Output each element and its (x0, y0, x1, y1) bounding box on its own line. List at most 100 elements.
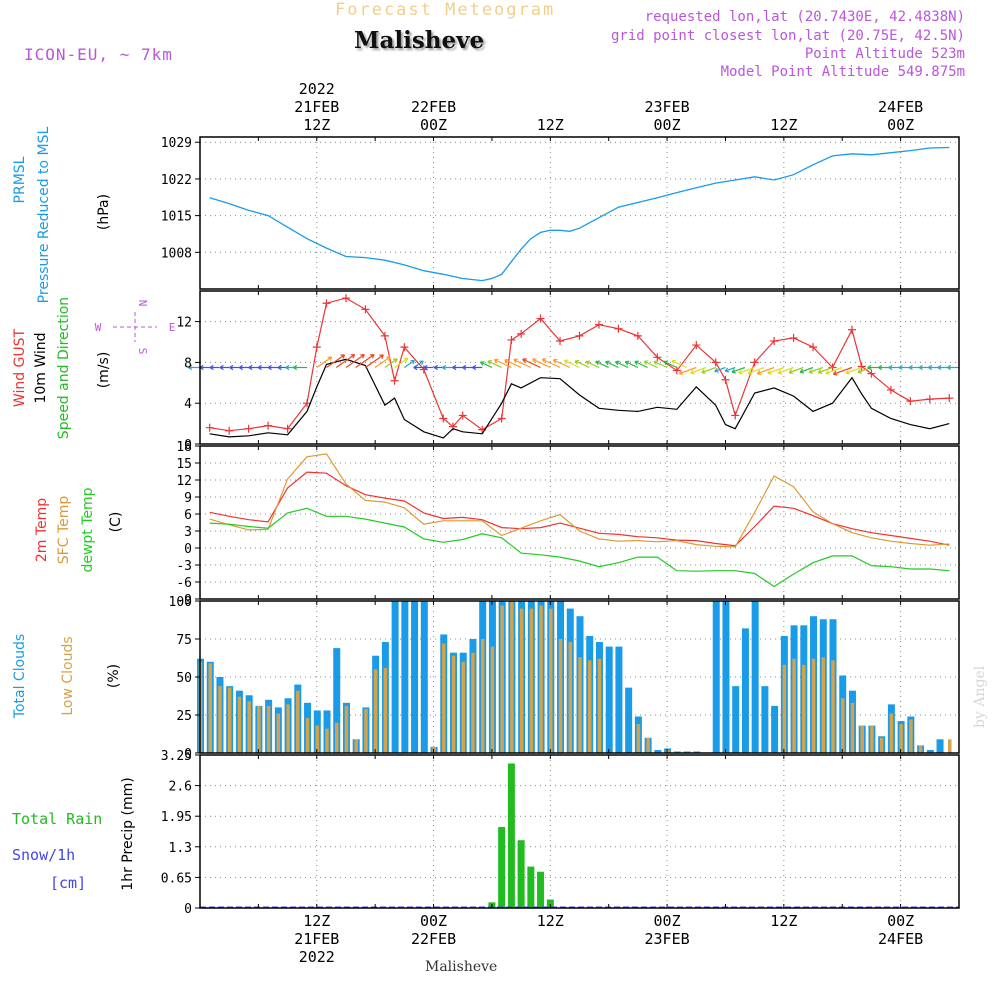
wind-dir-arrow (714, 366, 726, 372)
low-cloud-bar (500, 605, 504, 753)
low-cloud-bar (286, 704, 290, 753)
gust-point (439, 414, 448, 423)
gust-point (244, 424, 253, 433)
location-title: Malisheve (354, 27, 485, 54)
ytick-label-clouds: 50 (176, 671, 192, 686)
wind-dir-arrowhead (595, 360, 600, 366)
time-label-bottom: 12Z (770, 912, 797, 930)
low-cloud-bar (305, 718, 310, 753)
gust-point (225, 426, 234, 435)
wind-dir-arrow (374, 356, 391, 368)
total-cloud-bar (625, 687, 633, 753)
gust-point (458, 411, 467, 420)
gust-point (497, 414, 506, 423)
time-label-bottom: 00Z (654, 912, 681, 930)
total-cloud-bar (741, 628, 749, 753)
wind-dir-arrowhead (908, 364, 913, 371)
low-cloud-bar (539, 605, 543, 753)
ytick-label-temperature: 18 (176, 440, 192, 455)
rain-bar (527, 866, 535, 908)
low-cloud-bar (597, 658, 602, 753)
wind-dir-arrowhead (433, 364, 438, 371)
low-cloud-bar (266, 705, 271, 753)
wind-dir-arrowhead (350, 354, 356, 359)
point-altitude: Point Altitude 523m (804, 46, 965, 62)
rain-bar (507, 763, 515, 908)
low-cloud-bar (568, 642, 573, 753)
watermark: by Angel (972, 665, 988, 728)
gust-point (721, 375, 730, 384)
total-cloud-bar (936, 739, 944, 753)
gust-point (536, 314, 545, 323)
ytick-label-clouds: 0 (184, 747, 192, 762)
snow-label: Snow/1h (12, 846, 75, 864)
gust-point (341, 294, 350, 303)
wind-dir-arrowhead (563, 359, 569, 365)
wind-dir-arrowhead (832, 370, 838, 376)
wind-dir-arrowhead (360, 354, 365, 359)
wind-dir-arrow (326, 354, 345, 368)
ytick-label-temperature: -6 (176, 576, 192, 591)
wind-dir-arrowhead (327, 356, 333, 362)
low-cloud-bar (587, 660, 592, 753)
gust-point (653, 353, 662, 362)
wind-dir-arrowhead (918, 364, 923, 371)
low-cloud-bar (383, 667, 388, 753)
product-title: Forecast Meteogram (335, 0, 556, 20)
dewpt-label: dewpt Temp (80, 487, 96, 572)
time-label-top: 24FEB (878, 98, 923, 116)
pressure-label-1: PRMSL (12, 156, 28, 203)
wind-dir-arrowhead (238, 364, 243, 371)
grid-point-coords: grid point closest lon,lat (20.75E, 42.5… (610, 28, 965, 44)
low-cloud-bar (636, 724, 641, 753)
low-cloud-bar (257, 705, 261, 753)
gust-point (789, 333, 798, 342)
time-label-top: 00Z (887, 116, 914, 134)
marks-layer (113, 146, 959, 908)
gust-point (867, 369, 876, 378)
wind-dir-arrowhead (413, 364, 418, 371)
time-label-bottom: 23FEB (644, 930, 689, 948)
gust-point (770, 336, 779, 345)
wind-dir-arrowhead (756, 370, 762, 375)
wind-dir-arrowhead (724, 367, 730, 373)
gust-point (847, 325, 856, 334)
ytick-label-wind: 0 (184, 438, 192, 453)
low-cloud-bar (860, 725, 864, 753)
wind-dir-arrowhead (480, 361, 485, 366)
wind-dir-arrow (494, 359, 512, 369)
wind-dir-arrowhead (678, 370, 684, 376)
wind-dir-arrow (504, 359, 522, 369)
wind-dir-arrow (679, 366, 697, 375)
total-cloud-bar (401, 601, 409, 753)
panel-frame-pressure (199, 136, 960, 290)
gust-point (925, 395, 934, 404)
time-label-bottom: 24FEB (878, 930, 923, 948)
wind-dir-arrowhead (731, 368, 736, 374)
ytick-label-temperature: 12 (176, 474, 192, 489)
gust-point (886, 385, 895, 394)
compass-w: W (95, 321, 102, 334)
low-cloud-bar (519, 608, 524, 753)
low-cloud-bar (461, 661, 465, 753)
wind-dir-arrowhead (370, 354, 375, 359)
pressure-label-2: Pressure Reduced to MSL (36, 126, 52, 303)
low-cloud-bar (237, 696, 242, 753)
wind-dir-arrowhead (277, 364, 282, 371)
wind-dir-arrow (564, 359, 580, 369)
wind-dir-arrowhead (340, 354, 346, 359)
footer-location: Malisheve (425, 959, 498, 975)
low-cloud-bar (646, 737, 650, 753)
wind-label: 10m Wind (33, 332, 49, 403)
time-label-top: 00Z (420, 116, 447, 134)
precip-unit: 1hr Precip (mm) (120, 777, 136, 890)
compass-s: S (136, 348, 149, 355)
gust-point (312, 343, 321, 352)
low-cloud-bar (480, 639, 485, 753)
wind-dir-arrow (532, 358, 551, 369)
wind-dir-arrow (701, 366, 716, 374)
dewpt-line (209, 507, 950, 588)
text-layer: 100810151022102904812-9-6-30369121518025… (12, 80, 923, 966)
wind-dir-arrowhead (472, 364, 477, 371)
ytick-label-temperature: 6 (184, 508, 192, 523)
